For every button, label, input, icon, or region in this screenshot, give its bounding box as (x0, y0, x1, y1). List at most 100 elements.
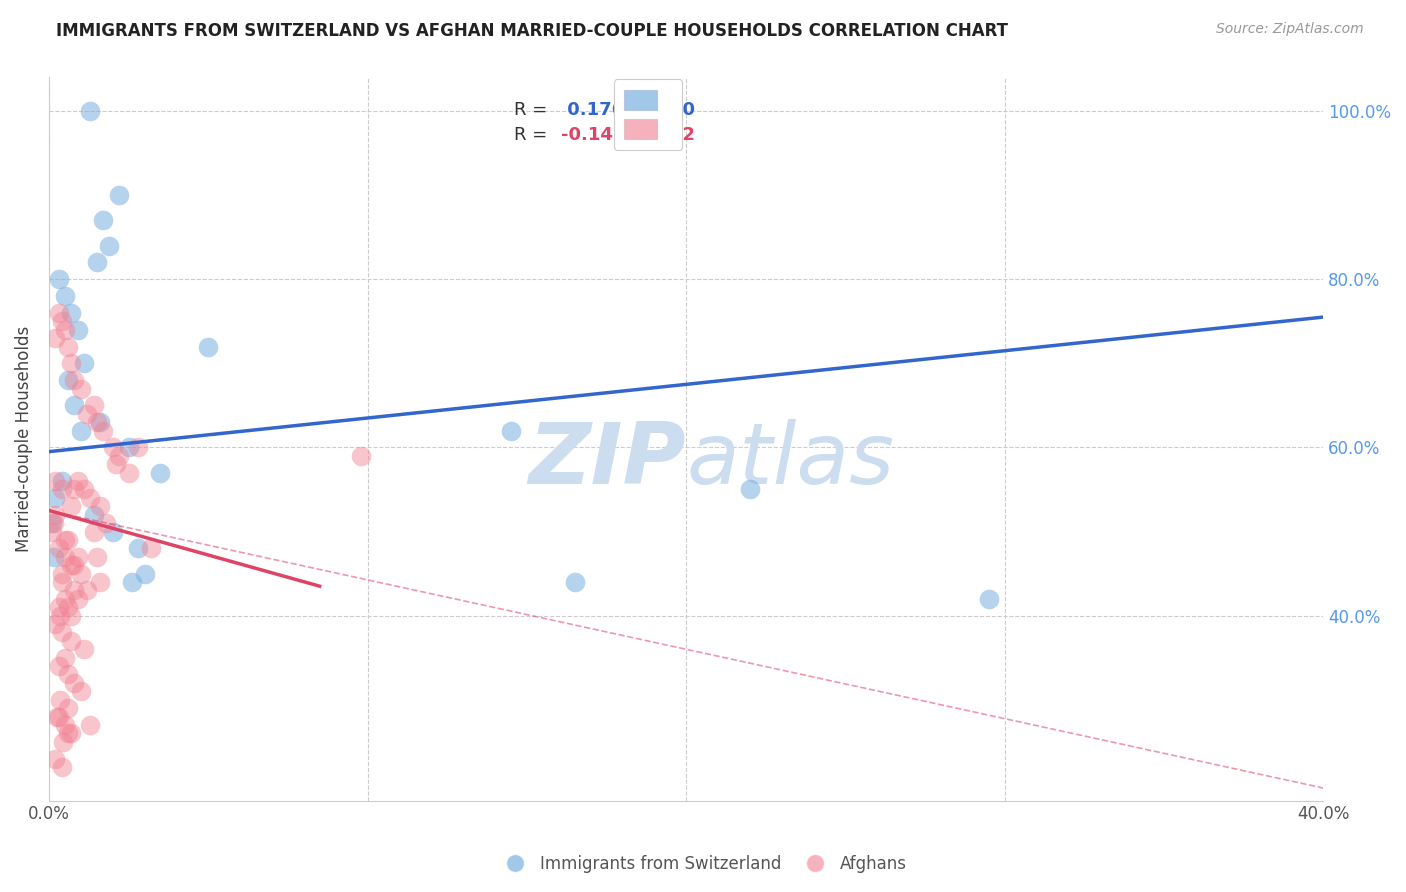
Text: atlas: atlas (686, 419, 894, 502)
Point (42, 549, 65, 564)
Text: 0.176: 0.176 (561, 101, 624, 119)
Point (44, 617, 66, 632)
Point (56, 600, 79, 615)
Point (83, 524, 105, 539)
Point (60, 726, 83, 740)
Point (45, 709, 67, 723)
Point (60, 608, 83, 623)
Point (51, 566, 73, 581)
Point (48, 306, 70, 320)
Point (91, 424, 114, 438)
Point (48, 541, 70, 556)
Point (89, 574, 111, 589)
Legend: , : , (613, 79, 682, 150)
Point (44, 751, 66, 765)
Point (56, 373, 79, 387)
Point (48, 272, 70, 286)
Point (127, 541, 149, 556)
Legend: Immigrants from Switzerland, Afghans: Immigrants from Switzerland, Afghans (492, 848, 914, 880)
Point (56, 533, 79, 547)
Point (51, 314, 73, 328)
Point (83, 398, 105, 412)
Point (79, 491, 101, 505)
Point (49, 692, 72, 706)
Point (63, 398, 86, 412)
Point (101, 524, 124, 539)
Point (76, 583, 98, 598)
Point (56, 339, 79, 353)
Point (86, 415, 108, 429)
Point (56, 667, 79, 681)
Point (117, 466, 139, 480)
Point (51, 574, 73, 589)
Point (73, 356, 96, 370)
Text: 30: 30 (671, 101, 696, 119)
Point (108, 449, 131, 463)
Point (86, 549, 108, 564)
Point (134, 566, 156, 581)
Point (83, 508, 105, 522)
Point (69, 382, 91, 396)
Point (53, 533, 76, 547)
Point (66, 549, 89, 564)
Point (52, 735, 75, 749)
Point (53, 549, 76, 564)
Point (51, 625, 73, 640)
Point (73, 483, 96, 497)
Y-axis label: Married-couple Households: Married-couple Households (15, 326, 32, 552)
Point (69, 566, 91, 581)
Point (108, 188, 131, 202)
Point (91, 213, 114, 227)
Point (56, 701, 79, 715)
Point (51, 483, 73, 497)
Text: N =: N = (628, 127, 681, 145)
Point (63, 676, 86, 690)
Point (127, 441, 149, 455)
Point (139, 541, 162, 556)
Point (73, 642, 96, 657)
Text: R =: R = (515, 101, 553, 119)
Point (564, 574, 586, 589)
Point (60, 558, 83, 573)
Point (53, 289, 76, 303)
Point (48, 600, 70, 615)
Point (41, 516, 63, 530)
Point (53, 650, 76, 665)
Point (117, 441, 139, 455)
Text: Source: ZipAtlas.com: Source: ZipAtlas.com (1216, 22, 1364, 37)
Point (63, 583, 86, 598)
Point (738, 483, 761, 497)
Point (48, 709, 70, 723)
Point (197, 339, 219, 353)
Point (149, 466, 172, 480)
Point (44, 508, 66, 522)
Point (60, 633, 83, 648)
Point (98, 238, 121, 252)
Point (66, 323, 89, 337)
Point (350, 449, 373, 463)
Text: ZIP: ZIP (529, 419, 686, 502)
Point (48, 659, 70, 673)
Point (104, 457, 127, 471)
Text: N =: N = (628, 101, 681, 119)
Point (66, 591, 89, 606)
Point (89, 415, 111, 429)
Point (76, 407, 98, 421)
Text: R =: R = (515, 127, 553, 145)
Point (69, 684, 91, 698)
Point (51, 474, 73, 488)
Point (60, 500, 83, 514)
Point (96, 516, 118, 530)
Point (86, 255, 108, 269)
Point (44, 474, 66, 488)
Text: 72: 72 (671, 127, 696, 145)
Point (499, 424, 522, 438)
Text: -0.148: -0.148 (561, 127, 626, 145)
Point (101, 441, 124, 455)
Point (63, 483, 86, 497)
Point (63, 373, 86, 387)
Point (49, 608, 72, 623)
Point (44, 331, 66, 345)
Point (89, 500, 111, 514)
Point (56, 726, 79, 740)
